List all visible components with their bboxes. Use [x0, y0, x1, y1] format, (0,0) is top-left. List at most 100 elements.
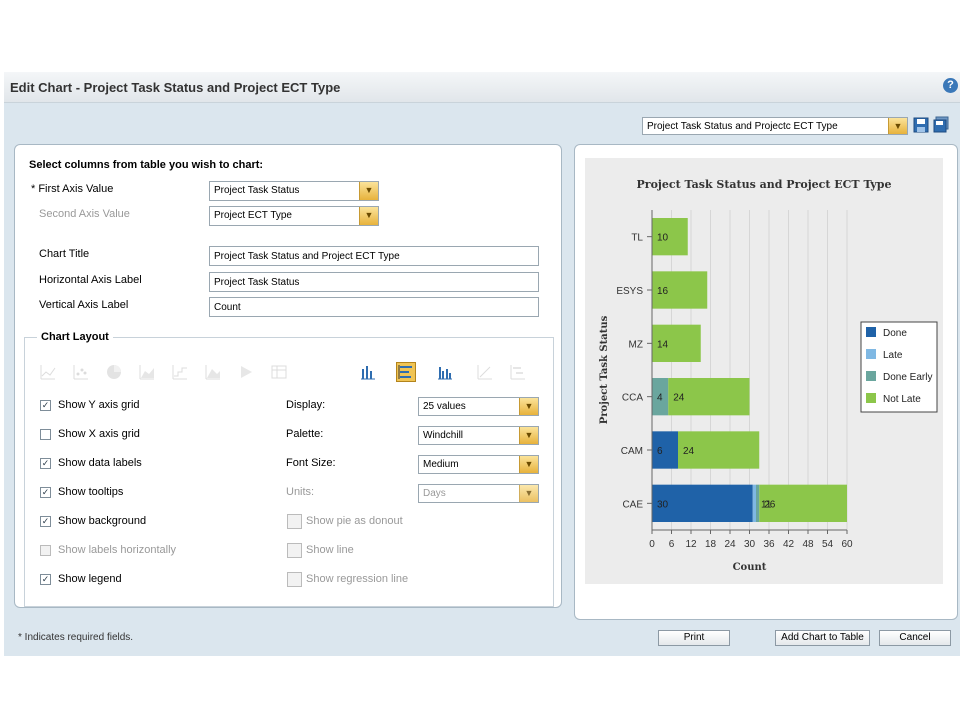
scatter-chart-type-icon[interactable] [72, 363, 90, 381]
palette-select[interactable]: Windchill ▼ [418, 426, 539, 445]
second-axis-label: Second Axis Value [39, 208, 130, 220]
chart-settings-panel: Select columns from table you wish to ch… [14, 144, 562, 608]
x-tick-label: 6 [669, 539, 675, 550]
line-chart-type-icon[interactable] [39, 363, 57, 381]
help-icon[interactable]: ? [943, 78, 958, 93]
chevron-down-icon[interactable]: ▼ [519, 485, 538, 502]
chevron-down-icon[interactable]: ▼ [359, 182, 378, 200]
bar-segment [678, 431, 760, 469]
y-grid-checkbox[interactable]: ✓ [40, 400, 51, 411]
font-size-select[interactable]: Medium ▼ [418, 455, 539, 474]
show-line-label: Show line [306, 544, 354, 556]
pie-donut-label: Show pie as donout [306, 515, 403, 527]
step-chart-type-icon[interactable] [171, 363, 189, 381]
data-label: 6 [657, 446, 663, 457]
category-label: CCA [622, 393, 643, 404]
category-label: CAE [622, 499, 643, 510]
background-label: Show background [58, 515, 147, 527]
legend-label: Show legend [58, 573, 122, 585]
chevron-down-icon[interactable]: ▼ [359, 207, 378, 225]
display-label: Display: [286, 399, 326, 411]
cancel-button[interactable]: Cancel [879, 630, 951, 646]
chevron-down-icon[interactable]: ▼ [519, 456, 538, 473]
chevron-down-icon[interactable]: ▼ [519, 427, 538, 444]
chart-layout-title: Chart Layout [37, 331, 113, 343]
stacked-bar-chart-type-icon[interactable] [396, 362, 416, 382]
gantt-chart-type-icon[interactable] [509, 363, 527, 381]
second-axis-select[interactable]: Project ECT Type ▼ [209, 206, 379, 226]
add-chart-to-table-button[interactable]: Add Chart to Table [775, 630, 870, 646]
chart-preview-panel: Project Task Status and Project ECT Type… [574, 144, 958, 620]
category-label: TL [631, 233, 643, 244]
background-checkbox[interactable]: ✓ [40, 516, 51, 527]
print-button[interactable]: Print [658, 630, 730, 646]
legend-swatch [866, 327, 876, 337]
display-select[interactable]: 25 values ▼ [418, 397, 539, 416]
palette-value: Windchill [423, 430, 464, 441]
save-icon[interactable] [913, 116, 929, 134]
grouped-bar-chart-type-icon[interactable] [436, 363, 454, 381]
x-tick-label: 0 [649, 539, 655, 550]
save-as-icon[interactable] [933, 116, 949, 134]
pie-chart-type-icon[interactable] [105, 363, 123, 381]
regression-line-checkbox[interactable] [287, 572, 302, 587]
table-chart-type-icon[interactable] [270, 363, 288, 381]
chart-preview[interactable]: Project Task Status and Project ECT Type… [585, 158, 943, 584]
show-line-checkbox[interactable] [287, 543, 302, 558]
x-grid-checkbox[interactable] [40, 429, 51, 440]
regression-line-label: Show regression line [306, 573, 409, 585]
legend-swatch [866, 349, 876, 359]
legend-label: Done [883, 328, 907, 339]
chevron-down-icon[interactable]: ▼ [888, 118, 907, 134]
labels-horizontal-label: Show labels horizontally [58, 544, 177, 556]
category-label: MZ [629, 339, 643, 350]
tooltips-checkbox[interactable]: ✓ [40, 487, 51, 498]
triangle-chart-type-icon[interactable] [237, 363, 255, 381]
bar-chart-type-icon[interactable] [359, 363, 377, 381]
data-label: 14 [657, 339, 669, 350]
bar-segment [652, 484, 753, 522]
legend-swatch [866, 371, 876, 381]
chart-title: Project Task Status and Project ECT Type [637, 178, 892, 191]
units-select[interactable]: Days ▼ [418, 484, 539, 503]
first-axis-select[interactable]: Project Task Status ▼ [209, 181, 379, 201]
x-tick-label: 42 [783, 539, 795, 550]
vertical-axis-label: Vertical Axis Label [39, 299, 129, 311]
bar-segment [652, 378, 669, 416]
columns-heading: Select columns from table you wish to ch… [29, 159, 264, 171]
labels-horizontal-checkbox[interactable] [40, 545, 51, 556]
category-label: ESYS [616, 286, 643, 297]
pie-donut-checkbox[interactable] [287, 514, 302, 529]
legend-swatch [866, 393, 876, 403]
first-axis-label: * First Axis Value [31, 183, 114, 195]
x-tick-label: 18 [705, 539, 717, 550]
x-grid-label: Show X axis grid [58, 428, 140, 440]
chart-layout-group [24, 337, 554, 607]
chart-selector[interactable]: Project Task Status and Projectc ECT Typ… [642, 117, 908, 135]
tooltips-label: Show tooltips [58, 486, 124, 498]
bar-segment [652, 271, 708, 309]
data-label: 11 [761, 499, 772, 510]
chart-title-field[interactable]: Project Task Status and Project ECT Type [209, 246, 539, 266]
vertical-axis-field[interactable]: Count [209, 297, 539, 317]
radar-chart-type-icon[interactable] [476, 363, 494, 381]
bar-segment [752, 484, 756, 522]
area-chart-type-icon[interactable] [138, 363, 156, 381]
required-fields-note: * Indicates required fields. [18, 632, 134, 643]
data-labels-checkbox[interactable]: ✓ [40, 458, 51, 469]
y-grid-label: Show Y axis grid [58, 399, 140, 411]
data-label: 26 [764, 499, 776, 510]
stacked-area-type-icon[interactable] [204, 363, 222, 381]
legend-checkbox[interactable]: ✓ [40, 574, 51, 585]
display-value: 25 values [423, 401, 466, 412]
dialog-titlebar: Edit Chart - Project Task Status and Pro… [4, 72, 960, 103]
first-axis-value: Project Task Status [214, 185, 300, 196]
x-tick-label: 24 [724, 539, 736, 550]
horizontal-axis-field[interactable]: Project Task Status [209, 272, 539, 292]
x-tick-label: 30 [744, 539, 756, 550]
data-label: 4 [657, 393, 663, 404]
legend-label: Late [883, 350, 903, 361]
data-label: 10 [657, 233, 669, 244]
y-axis-title: Project Task Status [599, 315, 610, 424]
chevron-down-icon[interactable]: ▼ [519, 398, 538, 415]
